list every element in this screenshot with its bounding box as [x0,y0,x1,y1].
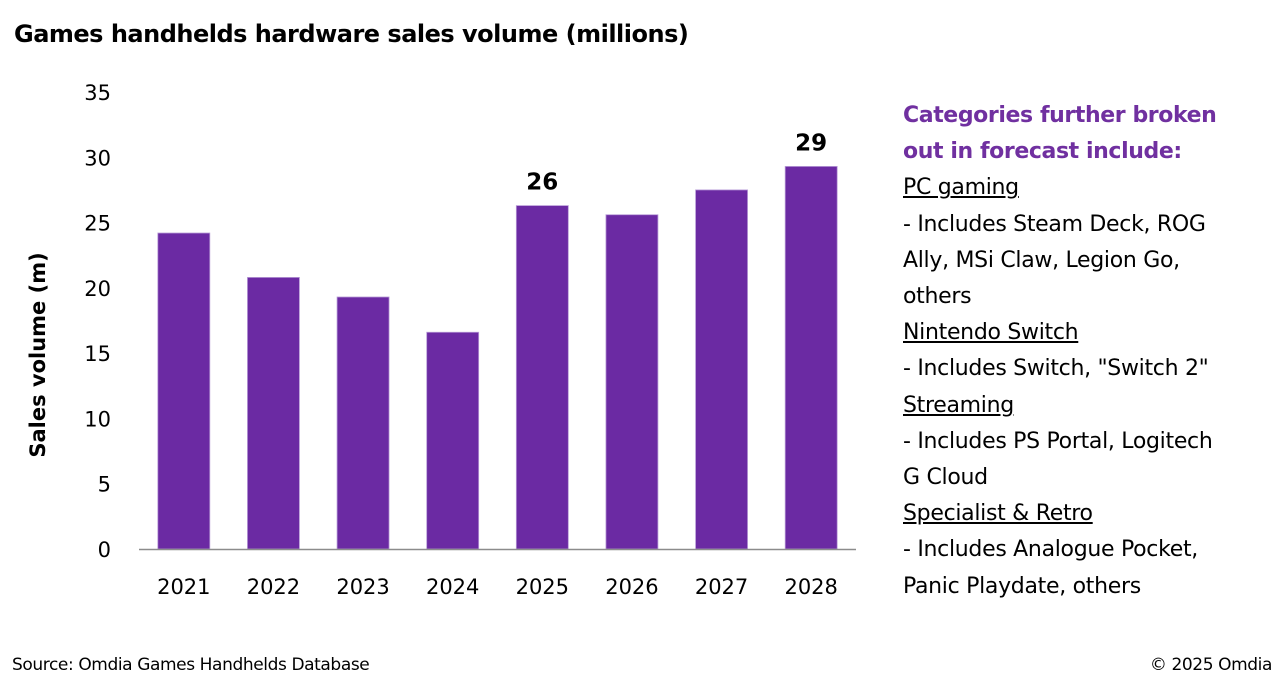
bar-2028 [784,166,838,550]
bar-2023 [336,296,390,550]
category-detail: - Includes PS Portal, Logitech [903,428,1213,454]
data-label-2028: 29 [795,130,827,156]
x-tick-label: 2028 [784,575,837,599]
y-tick-label: 0 [98,538,111,562]
x-axis-ticks: 2021 2022 2023 2024 2025 2026 2027 2028 [157,575,838,599]
category-specialist-retro: Specialist & Retro [903,501,1093,527]
bar-2024 [426,331,480,550]
data-labels: 26 29 [526,130,827,195]
category-streaming: Streaming [903,392,1014,418]
category-detail: others [903,284,972,310]
chart-title: Games handhelds hardware sales volume (m… [14,20,689,48]
category-nintendo-switch: Nintendo Switch [903,320,1079,346]
bars [157,166,838,550]
y-tick-label: 35 [84,81,111,105]
x-tick-label: 2027 [695,575,748,599]
y-tick-label: 25 [84,212,111,236]
data-label-2025: 26 [526,170,558,196]
x-tick-label: 2023 [336,575,389,599]
x-tick-label: 2026 [605,575,658,599]
x-tick-label: 2021 [157,575,210,599]
category-detail: Panic Playdate, others [903,573,1141,599]
x-tick-label: 2024 [426,575,479,599]
bar-2021 [157,232,211,550]
copyright-note: © 2025 Omdia [1149,655,1273,675]
category-detail: Ally, MSi Claw, Legion Go, [903,247,1180,273]
category-detail: G Cloud [903,465,988,491]
y-axis-ticks: 0 5 10 15 20 25 30 35 [84,81,111,562]
x-tick-label: 2025 [516,575,569,599]
y-tick-label: 5 [98,473,111,497]
y-axis-label: Sales volume (m) [26,252,50,457]
notes-heading-line: Categories further broken [903,103,1217,128]
y-tick-label: 10 [84,407,111,431]
bar-2027 [695,189,748,550]
category-pc-gaming: PC gaming [903,175,1019,201]
bar-2026 [605,214,659,550]
category-detail: - Includes Switch, "Switch 2" [903,356,1209,382]
notes-heading-line: out in forecast include: [903,139,1182,165]
bar-2022 [247,277,300,550]
source-note: Source: Omdia Games Handhelds Database [12,655,370,675]
forecast-notes: Categories further broken out in forecas… [903,98,1273,605]
y-tick-label: 30 [84,146,111,170]
category-detail: - Includes Steam Deck, ROG [903,211,1206,237]
bar-2025 [515,205,569,550]
y-tick-label: 20 [84,277,111,301]
y-tick-label: 15 [84,342,111,366]
category-detail: - Includes Analogue Pocket, [903,537,1199,563]
x-tick-label: 2022 [247,575,300,599]
